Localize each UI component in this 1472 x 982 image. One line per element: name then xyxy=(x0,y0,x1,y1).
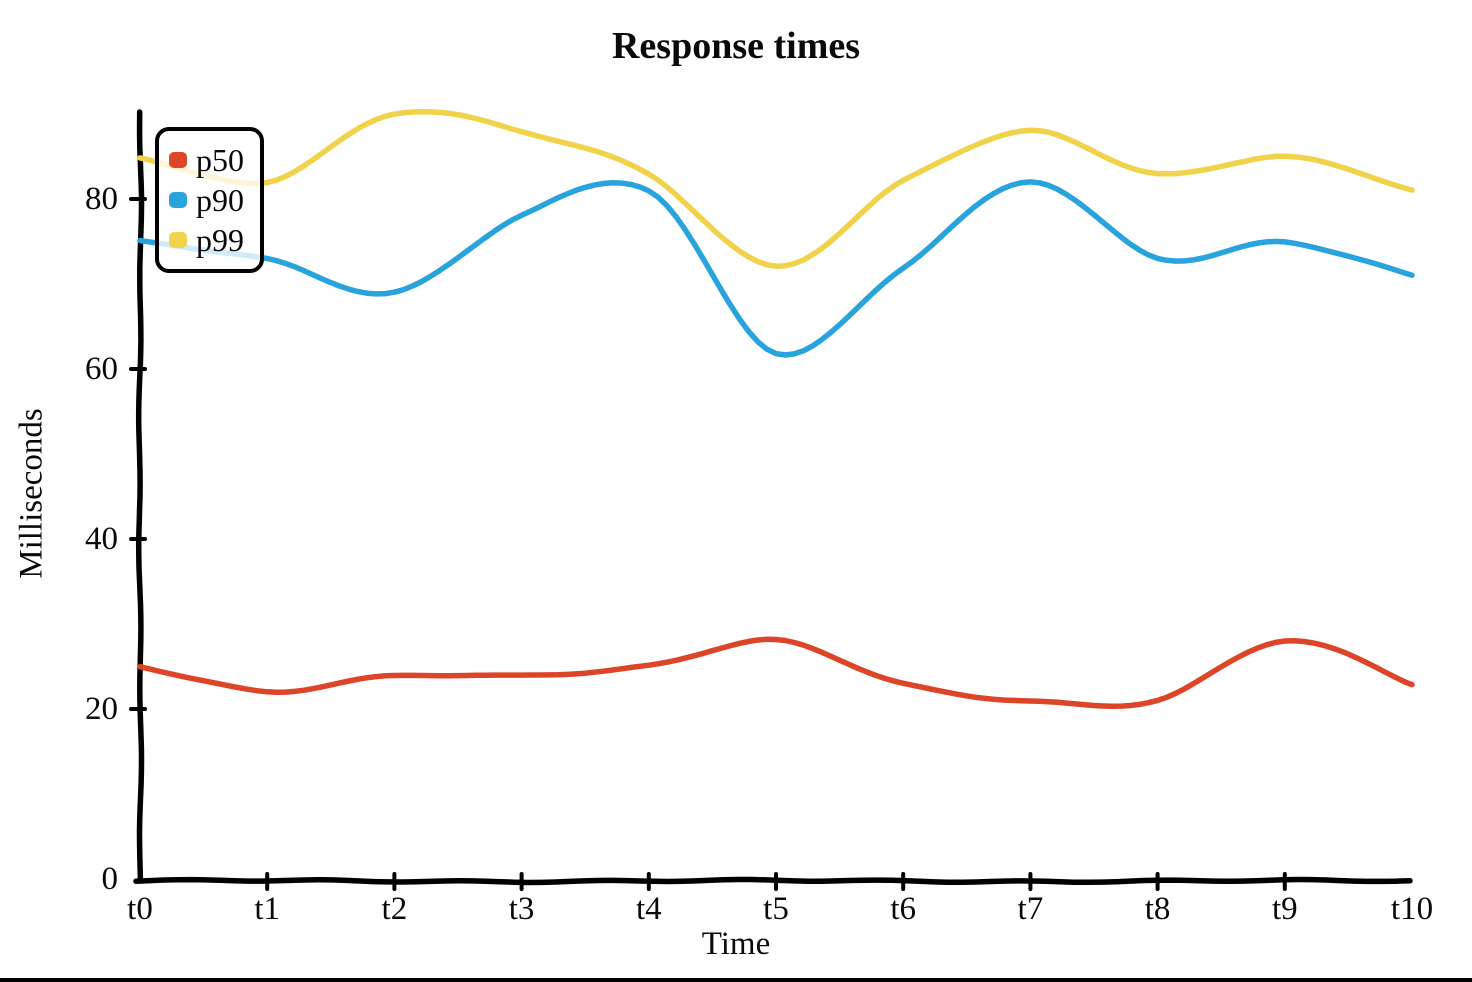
x-tick-label: t2 xyxy=(381,891,408,927)
legend-swatch-icon xyxy=(169,232,187,248)
series-line-p50 xyxy=(137,636,1415,710)
x-tick-label: t6 xyxy=(890,891,917,927)
y-axis-label: Milliseconds xyxy=(13,408,50,579)
legend-swatch-icon xyxy=(169,152,187,168)
chart-title: Response times xyxy=(611,25,861,67)
x-tick-label: t1 xyxy=(254,891,281,927)
x-tick-label: t9 xyxy=(1271,891,1298,927)
legend: p50 p90 p99 xyxy=(155,127,264,273)
legend-item-label: p50 xyxy=(196,142,244,178)
x-tick-label: t10 xyxy=(1390,891,1434,927)
x-tick-label: t7 xyxy=(1017,891,1044,927)
y-tick-label: 60 xyxy=(85,351,118,387)
window-bottom-edge xyxy=(0,978,1472,982)
y-tick-label: 0 xyxy=(101,861,119,897)
y-axis-line xyxy=(135,109,145,883)
x-tick-label: t0 xyxy=(127,891,153,927)
y-tick-label: 80 xyxy=(85,181,118,217)
legend-item-p90: p90 xyxy=(169,180,244,220)
x-tick-label: t3 xyxy=(508,891,535,927)
x-axis-line xyxy=(133,876,1413,886)
y-tick-label: 20 xyxy=(85,691,118,727)
x-tick-label: t4 xyxy=(635,891,662,927)
y-tick-label: 40 xyxy=(85,521,118,557)
legend-item-label: p90 xyxy=(196,182,244,218)
x-tick-label: t8 xyxy=(1144,891,1171,927)
x-tick-label: t5 xyxy=(763,891,789,927)
series-line-p90 xyxy=(137,179,1415,358)
legend-item-label: p99 xyxy=(196,222,244,258)
legend-item-p99: p99 xyxy=(169,220,244,260)
x-axis-label: Time xyxy=(701,926,771,962)
legend-item-p50: p50 xyxy=(169,140,244,180)
series-line-p99 xyxy=(137,108,1415,269)
legend-swatch-icon xyxy=(169,192,187,208)
